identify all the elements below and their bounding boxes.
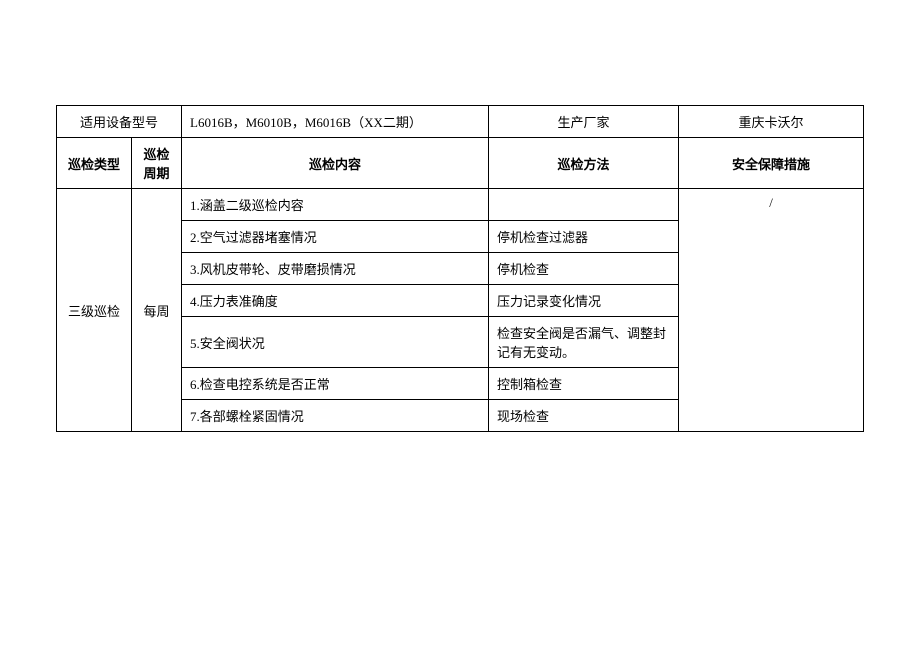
method-cell	[489, 189, 679, 221]
method-cell: 现场检查	[489, 400, 679, 432]
safety-cell: /	[679, 189, 864, 432]
header-meta-row: 适用设备型号 L6016B，M6010B，M6016B（XX二期） 生产厂家 重…	[57, 106, 864, 138]
content-cell: 2.空气过滤器堵塞情况	[182, 221, 489, 253]
method-cell: 检查安全阀是否漏气、调整封记有无变动。	[489, 317, 679, 368]
model-value: L6016B，M6010B，M6016B（XX二期）	[182, 106, 489, 138]
content-cell: 1.涵盖二级巡检内容	[182, 189, 489, 221]
content-cell: 4.压力表准确度	[182, 285, 489, 317]
method-cell: 控制箱检查	[489, 368, 679, 400]
method-cell: 压力记录变化情况	[489, 285, 679, 317]
col-inspection-method: 巡检方法	[489, 138, 679, 189]
col-inspection-type: 巡检类型	[57, 138, 132, 189]
manufacturer-value: 重庆卡沃尔	[679, 106, 864, 138]
method-cell: 停机检查	[489, 253, 679, 285]
column-header-row: 巡检类型 巡检周期 巡检内容 巡检方法 安全保障措施	[57, 138, 864, 189]
content-cell: 3.风机皮带轮、皮带磨损情况	[182, 253, 489, 285]
col-safety-measures: 安全保障措施	[679, 138, 864, 189]
content-cell: 5.安全阀状况	[182, 317, 489, 368]
table-row: 三级巡检 每周 1.涵盖二级巡检内容 /	[57, 189, 864, 221]
inspection-type-cell: 三级巡检	[57, 189, 132, 432]
content-cell: 7.各部螺栓紧固情况	[182, 400, 489, 432]
col-inspection-cycle: 巡检周期	[132, 138, 182, 189]
content-cell: 6.检查电控系统是否正常	[182, 368, 489, 400]
col-inspection-content: 巡检内容	[182, 138, 489, 189]
manufacturer-label: 生产厂家	[489, 106, 679, 138]
inspection-cycle-cell: 每周	[132, 189, 182, 432]
inspection-table: 适用设备型号 L6016B，M6010B，M6016B（XX二期） 生产厂家 重…	[56, 105, 864, 432]
model-label: 适用设备型号	[57, 106, 182, 138]
method-cell: 停机检查过滤器	[489, 221, 679, 253]
